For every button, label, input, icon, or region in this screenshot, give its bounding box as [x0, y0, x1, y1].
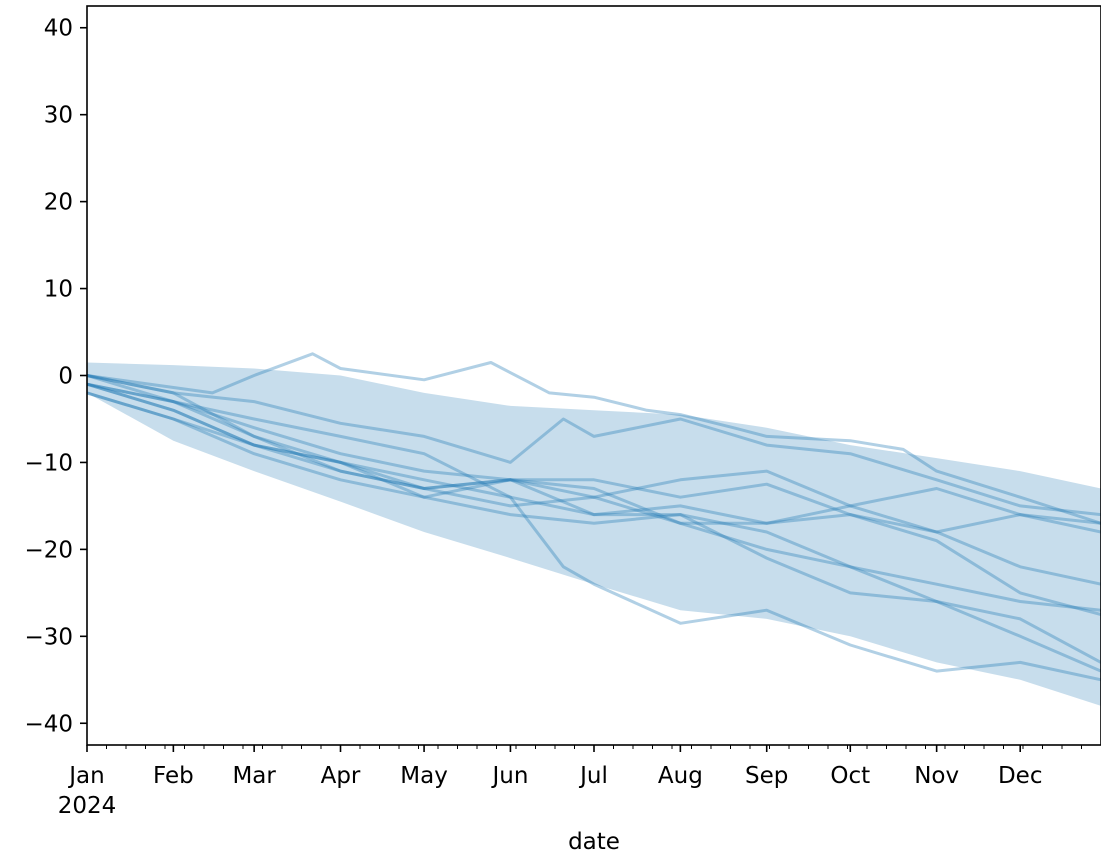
y-tick-label: −10	[24, 450, 73, 476]
confidence-band	[87, 362, 1101, 706]
y-tick-label: 30	[44, 103, 73, 129]
confidence-band-layer	[87, 362, 1101, 706]
x-tick-label: Apr	[321, 763, 361, 789]
series-line-4	[86, 382, 1101, 586]
y-tick-label: −40	[24, 711, 73, 737]
y-tick-label: 40	[44, 16, 73, 42]
series-layer	[86, 352, 1101, 682]
y-tick-label: −30	[24, 624, 73, 650]
x-tick-label: May	[400, 763, 448, 789]
x-tick-label: Feb	[153, 763, 194, 789]
x-tick-label: Jun	[490, 763, 528, 789]
x-axis: Jan Feb Mar Apr May Jun Jul Aug Sep Oct Nov Dec	[67, 745, 1082, 789]
x-axis-label: date	[568, 829, 620, 851]
y-tick-label: 10	[44, 277, 73, 303]
series-line-10	[86, 374, 1101, 617]
x-tick-label: Mar	[232, 763, 276, 789]
series-line-6	[86, 382, 1101, 682]
series-line-5	[86, 391, 1101, 612]
series-line-3	[86, 382, 1101, 525]
x-tick-label: Dec	[998, 763, 1043, 789]
x-tick-label: Nov	[914, 763, 959, 789]
x-tick-label: Sep	[745, 763, 788, 789]
y-tick-label: 0	[58, 364, 73, 390]
y-tick-label: 20	[44, 190, 73, 216]
series-line-7	[86, 374, 1101, 664]
y-axis: −40 −30 −20 −10 0 10 20 30 40	[24, 16, 87, 737]
x-tick-label: Oct	[830, 763, 870, 789]
series-line-8	[86, 382, 1101, 673]
series-line-1	[86, 352, 1101, 525]
x-tick-label: Jan	[67, 763, 104, 789]
series-line-2	[86, 374, 1101, 517]
x-tick-label: Aug	[658, 763, 703, 789]
series-line-9	[86, 391, 1101, 534]
x-tick-label: Jul	[578, 763, 608, 789]
y-tick-label: −20	[24, 537, 73, 563]
x-year-label: 2024	[58, 793, 117, 819]
